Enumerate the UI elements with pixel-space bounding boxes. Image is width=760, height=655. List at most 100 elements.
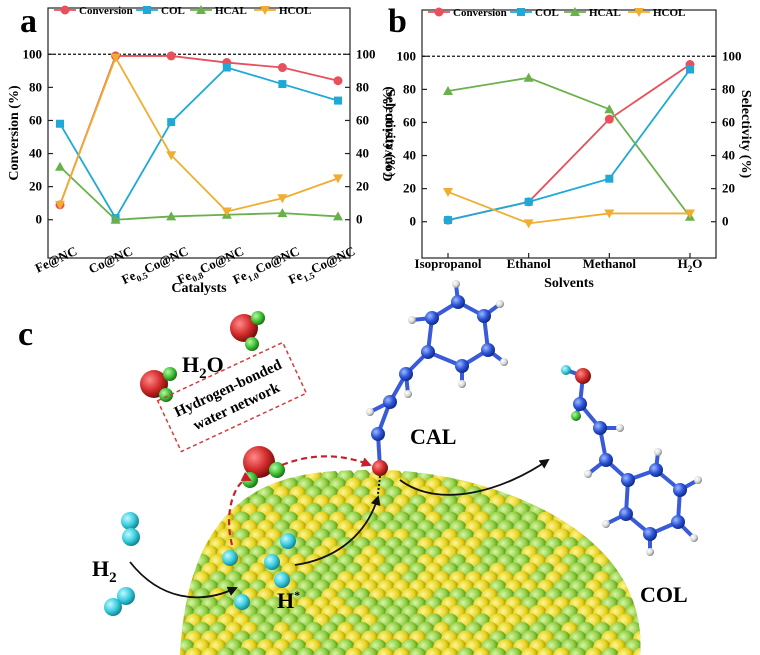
series-hcal-point (55, 161, 65, 171)
series-col-point (167, 118, 176, 127)
legend-item: COL (136, 5, 185, 17)
surface-atom (185, 647, 203, 655)
y-axis-title: Conversion (%) (381, 86, 396, 182)
y-axis-title: Conversion (%) (7, 85, 22, 181)
surface-atom (193, 520, 211, 538)
surface-atom (180, 511, 187, 530)
legend-item: COL (510, 7, 559, 19)
water-molecule-2 (230, 311, 265, 351)
series-hcol-point (443, 187, 453, 197)
surface-atom (161, 537, 179, 555)
atom (452, 280, 460, 288)
surface-atom (641, 554, 659, 572)
surface-atom (545, 470, 563, 487)
series-conversion-point (333, 76, 343, 86)
surface-atom (617, 545, 635, 564)
panel-c-illustration: c (18, 280, 702, 655)
y2-tick-label: 80 (356, 79, 369, 94)
surface-atom (553, 647, 571, 655)
series-hcol-point (55, 200, 65, 210)
surface-atom (180, 596, 187, 615)
series-conversion-point (604, 114, 614, 124)
atom (500, 358, 508, 366)
surface-atom (180, 494, 187, 513)
surface-atom (569, 647, 587, 655)
y-tick-label: 80 (29, 79, 42, 94)
surface-atom (641, 503, 659, 521)
y-tick-label: 40 (403, 148, 416, 163)
surface-atom (545, 486, 563, 504)
series-hcol-point (277, 194, 288, 204)
surface-atom (633, 494, 641, 513)
atom (458, 380, 466, 388)
surface-atom (521, 477, 539, 496)
legend-label: Conversion (79, 5, 133, 17)
surface-atom (529, 486, 547, 504)
adsorption-dots (377, 475, 381, 495)
atom (455, 359, 469, 373)
y-tick-label: 60 (403, 114, 416, 129)
series-hcol (443, 187, 695, 229)
y-tick-label: 0 (36, 212, 43, 227)
series-hcal-point (604, 104, 615, 114)
surface-atom (180, 528, 187, 547)
axis-frame (421, 9, 717, 259)
series-hcal-point (523, 72, 534, 82)
surface-atom (601, 494, 619, 513)
x-tick-label: Fe@NC (33, 243, 80, 275)
y-tick-label: 100 (397, 48, 417, 63)
atom (621, 473, 635, 487)
surface-atom (185, 477, 203, 496)
surface-atom (569, 494, 587, 513)
surface-atom (193, 503, 211, 521)
surface-atom (161, 554, 179, 572)
legend-swatch-marker (570, 7, 580, 16)
surface-atom (313, 647, 331, 655)
series-hcol-line (59, 55, 339, 213)
legend: Conversion COL HCAL HCOL (54, 5, 311, 17)
surface-atom (161, 503, 179, 521)
surface-atom (180, 537, 195, 555)
surface-atom (209, 486, 227, 504)
panel-a-letter: a (20, 3, 37, 40)
surface-atom (180, 470, 195, 487)
surface-atom (233, 647, 251, 655)
series-conversion-point (166, 51, 176, 61)
legend: Conversion COL HCAL HCOL (428, 7, 685, 19)
series-col-point (686, 65, 694, 74)
panel-b-letter: b (388, 3, 407, 40)
axis-frame (47, 7, 351, 259)
atom (571, 411, 581, 421)
y-tick-label: 20 (403, 181, 416, 196)
surface-atom (593, 503, 611, 521)
surface-atom (473, 647, 491, 655)
surface-atom (180, 503, 195, 521)
series-col (56, 63, 342, 223)
surface-atom (601, 528, 619, 547)
surface-atom (609, 486, 627, 504)
atom (408, 316, 416, 324)
series-hcal-point (333, 211, 343, 221)
surface-atom (209, 470, 227, 487)
surface-atom (281, 647, 299, 655)
series-conversion-point (277, 63, 287, 73)
surface-atom (193, 486, 211, 504)
surface-atom (593, 470, 611, 487)
surface-atom (625, 537, 641, 555)
atom (673, 483, 687, 497)
atom (404, 390, 412, 398)
atom (593, 421, 607, 435)
series-hcal-line (447, 76, 691, 218)
atom (602, 520, 610, 528)
legend-label: Conversion (453, 7, 507, 19)
surface-atom (161, 571, 179, 589)
legend-swatch-marker (517, 8, 525, 16)
series-hcol-point (110, 53, 121, 63)
series-hcol-point (166, 151, 177, 161)
surface-atom (361, 647, 379, 655)
surface-atom (617, 647, 635, 655)
series-col-point (524, 197, 533, 206)
y2-tick-label: 100 (356, 46, 376, 61)
surface-atom (161, 622, 179, 640)
